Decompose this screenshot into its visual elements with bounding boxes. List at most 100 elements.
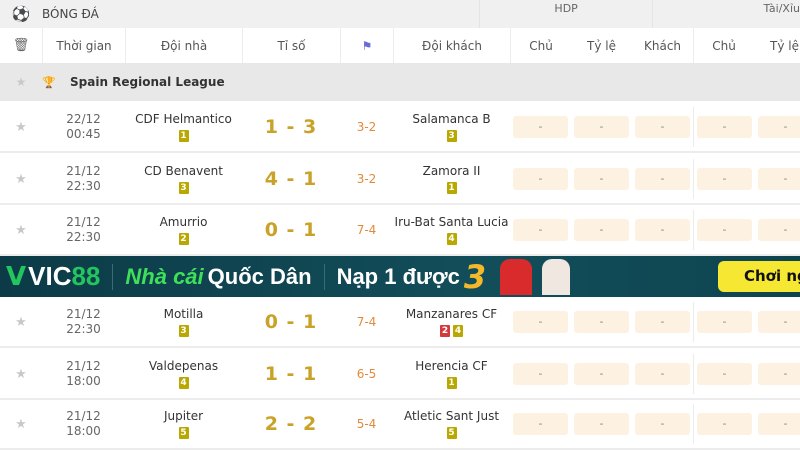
odds-value: - xyxy=(697,311,752,333)
odds-value: - xyxy=(635,311,690,333)
odds-cell[interactable]: - xyxy=(632,168,693,190)
match-row[interactable]: ★ 21/12 18:00 Jupiter 5 2 - 2 5-4 Atletic … xyxy=(0,400,800,450)
odds-cell[interactable]: - xyxy=(571,116,632,138)
away-team[interactable]: Salamanca B 3 xyxy=(393,112,510,142)
banner-slogan-a: Nhà cái xyxy=(125,263,204,289)
star-icon[interactable]: ★ xyxy=(15,171,27,187)
away-team[interactable]: Iru-Bat Santa Lucia 4 xyxy=(393,215,510,245)
banner-slogan-b: Quốc Dân xyxy=(207,263,312,289)
odds-cell[interactable]: - xyxy=(755,363,800,385)
col-home: Đội nhà xyxy=(125,28,242,63)
score: 1 - 3 xyxy=(264,116,318,138)
trash-icon[interactable]: 🗑 xyxy=(12,38,30,53)
home-team[interactable]: Valdepenas 4 xyxy=(125,359,242,389)
star-icon[interactable]: ★ xyxy=(15,119,27,135)
star-icon[interactable]: ★ xyxy=(15,366,27,382)
odds-cell[interactable]: - xyxy=(755,311,800,333)
ad-banner[interactable]: V VIC88 Nhà cái Quốc Dân Nạp 1 được 3 Ch… xyxy=(0,256,800,297)
corner-score: 6-5 xyxy=(356,367,377,381)
odds-cell[interactable]: - xyxy=(510,219,571,241)
odds-cell[interactable]: - xyxy=(694,311,755,333)
odds-cell[interactable]: - xyxy=(632,311,693,333)
away-team[interactable]: Zamora II 1 xyxy=(393,164,510,194)
divider xyxy=(693,107,694,147)
odds-cell[interactable]: - xyxy=(571,363,632,385)
league-header[interactable]: ★ 🏆 Spain Regional League xyxy=(0,63,800,101)
corner-score: 3-2 xyxy=(356,172,377,186)
banner-brand-num: 88 xyxy=(71,261,101,291)
home-team-name: Jupiter xyxy=(163,409,204,423)
match-row[interactable]: ★ 22/12 00:45 CDF Helmantico 1 1 - 3 3-2 S… xyxy=(0,103,800,153)
match-date: 22/12 xyxy=(66,112,101,126)
away-team[interactable]: Herencia CF 1 xyxy=(393,359,510,389)
col-tx-home: Chủ xyxy=(693,28,754,63)
home-team-name: CD Benavent xyxy=(144,164,223,178)
odds-cell[interactable]: - xyxy=(632,413,693,435)
match-row[interactable]: ★ 21/12 22:30 Motilla 3 0 - 1 7-4 Manzanar… xyxy=(0,298,800,348)
odds-cell[interactable]: - xyxy=(510,413,571,435)
odds-value: - xyxy=(513,219,568,241)
odds-cell[interactable]: - xyxy=(571,311,632,333)
home-team[interactable]: Jupiter 5 xyxy=(125,409,242,439)
match-row[interactable]: ★ 21/12 22:30 Amurrio 2 0 - 1 7-4 Iru-Bat … xyxy=(0,206,800,256)
match-date: 21/12 xyxy=(66,307,101,321)
card-badge: 3 xyxy=(446,130,457,142)
taixiu-group-header: Tài/Xỉu xyxy=(652,0,800,28)
home-team[interactable]: CD Benavent 3 xyxy=(125,164,242,194)
odds-cell[interactable]: - xyxy=(571,413,632,435)
sport-label: BÓNG ĐÁ xyxy=(42,7,99,21)
score: 1 - 1 xyxy=(264,363,318,385)
match-time: 21/12 22:30 xyxy=(42,307,125,337)
odds-cell[interactable]: - xyxy=(694,219,755,241)
odds-cell[interactable]: - xyxy=(755,219,800,241)
odds-cell[interactable]: - xyxy=(571,168,632,190)
odds-cell[interactable]: - xyxy=(632,363,693,385)
away-team[interactable]: Atletic Sant Just 5 xyxy=(393,409,510,439)
card-badge: 5 xyxy=(446,427,457,439)
odds-cell[interactable]: - xyxy=(694,413,755,435)
odds-cell[interactable]: - xyxy=(632,116,693,138)
banner-cta-button[interactable]: Chơi ngay xyxy=(718,261,800,292)
odds-value: - xyxy=(758,413,800,435)
odds-cell[interactable]: - xyxy=(755,168,800,190)
away-team-name: Salamanca B xyxy=(412,112,491,126)
odds-value: - xyxy=(513,311,568,333)
home-team[interactable]: Motilla 3 xyxy=(125,307,242,337)
odds-cell[interactable]: - xyxy=(510,168,571,190)
odds-cell[interactable]: - xyxy=(694,363,755,385)
away-team[interactable]: Manzanares CF 2 4 xyxy=(393,307,510,337)
match-time: 21/12 18:00 xyxy=(42,409,125,439)
banner-divider xyxy=(323,263,325,290)
col-score: Tỉ số xyxy=(242,28,340,63)
card-badge: 2 xyxy=(178,233,189,245)
home-team[interactable]: CDF Helmantico 1 xyxy=(125,112,242,142)
home-team[interactable]: Amurrio 2 xyxy=(125,215,242,245)
odds-cell[interactable]: - xyxy=(510,311,571,333)
match-date: 21/12 xyxy=(66,359,101,373)
star-icon[interactable]: ★ xyxy=(15,314,27,330)
odds-cell[interactable]: - xyxy=(694,168,755,190)
match-row[interactable]: ★ 21/12 18:00 Valdepenas 4 1 - 1 6-5 Heren… xyxy=(0,350,800,400)
odds-cell[interactable]: - xyxy=(694,116,755,138)
score: 2 - 2 xyxy=(264,413,318,435)
card-badge: 4 xyxy=(446,233,457,245)
banner-logo: VIC88 xyxy=(26,261,100,292)
odds-cell[interactable]: - xyxy=(632,219,693,241)
odds-value: - xyxy=(635,363,690,385)
star-icon[interactable]: ★ xyxy=(15,222,27,238)
banner-logo-v: V xyxy=(6,261,27,292)
odds-cell[interactable]: - xyxy=(755,116,800,138)
card-badge: 2 xyxy=(440,325,450,337)
match-time: 21/12 22:30 xyxy=(42,164,125,194)
odds-cell[interactable]: - xyxy=(755,413,800,435)
star-icon[interactable]: ★ xyxy=(15,75,27,89)
star-icon[interactable]: ★ xyxy=(15,416,27,432)
divider xyxy=(693,210,694,250)
corner-score: 7-4 xyxy=(356,223,377,237)
odds-value: - xyxy=(758,168,800,190)
match-row[interactable]: ★ 21/12 22:30 CD Benavent 3 4 - 1 3-2 Zamo… xyxy=(0,155,800,205)
odds-value: - xyxy=(513,116,568,138)
odds-cell[interactable]: - xyxy=(510,116,571,138)
odds-cell[interactable]: - xyxy=(510,363,571,385)
odds-cell[interactable]: - xyxy=(571,219,632,241)
